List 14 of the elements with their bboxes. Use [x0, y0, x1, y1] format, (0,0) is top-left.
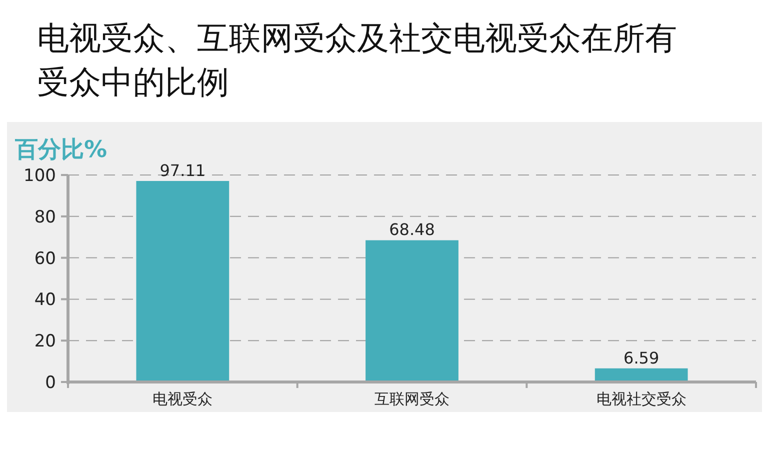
y-axis-title: 百分比%	[14, 137, 108, 163]
x-tick-label: 互联网受众	[374, 390, 450, 408]
y-tick-label: 0	[45, 373, 56, 393]
chart-title: 电视受众、互联网受众及社交电视受众在所有受众中的比例	[37, 18, 678, 103]
x-tick-label: 电视社交受众	[596, 390, 686, 408]
data-label: 68.48	[389, 220, 435, 240]
data-label: 6.59	[624, 348, 660, 368]
y-tick-label: 20	[34, 332, 56, 352]
y-tick-label: 60	[34, 248, 56, 269]
y-tick-label: 40	[34, 290, 56, 310]
y-tick-label: 100	[24, 166, 56, 186]
x-tick-label: 电视受众	[152, 390, 213, 408]
y-tick-label: 80	[34, 207, 56, 228]
data-label: 97.11	[160, 160, 206, 180]
